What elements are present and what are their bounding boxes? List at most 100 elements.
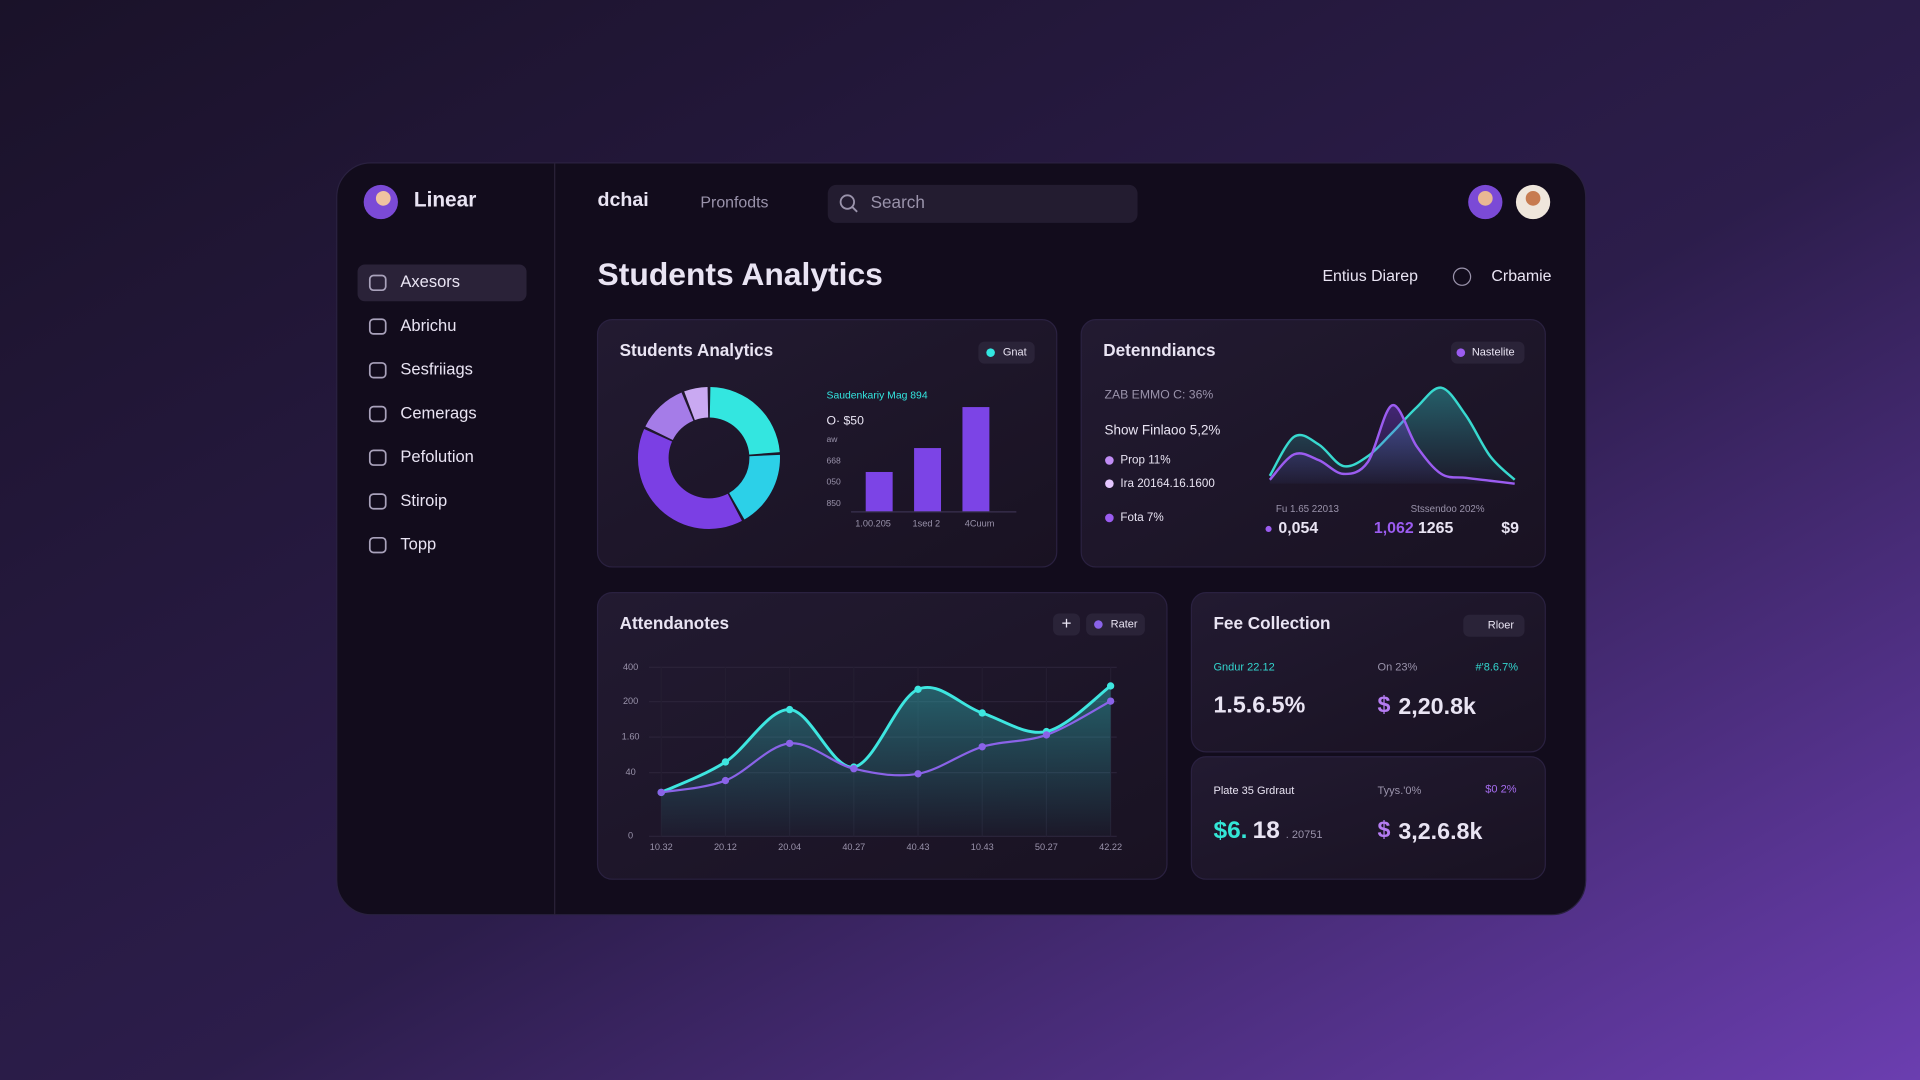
point [850, 765, 858, 773]
fee-label: $0 2% [1485, 784, 1516, 796]
nav-active[interactable] [357, 264, 527, 302]
line [661, 700, 1112, 794]
footer-value: $9 [1501, 520, 1519, 537]
page-action[interactable]: Crbamie [1491, 268, 1551, 285]
nav-label[interactable]: Axesors [400, 272, 460, 291]
donut-segment [684, 386, 709, 421]
point [785, 705, 794, 714]
donut-segment [637, 429, 742, 529]
page-action[interactable]: Entius Diarep [1322, 268, 1418, 285]
footer-value: 1265 [1418, 520, 1454, 537]
add-button-label[interactable]: + [1062, 613, 1072, 633]
fee-value: 2,20.8k [1398, 693, 1476, 719]
x-tick-label: 20.04 [778, 842, 801, 852]
y-tick-label: aw [827, 434, 839, 444]
stat-highlight: Show Finlaoo 5,2% [1104, 423, 1220, 438]
point [785, 739, 794, 748]
bar [914, 448, 942, 512]
header-link[interactable]: Pronfodts [700, 194, 768, 211]
card-title: Students Analytics [620, 340, 774, 360]
badge-text: Nastelite [1472, 347, 1515, 359]
fee-label: Plate 35 Grdraut [1213, 785, 1294, 797]
badge-text: Gnat [1003, 347, 1027, 359]
x-tick-label: 40.27 [842, 842, 865, 852]
x-tick-label: 50.27 [1035, 842, 1058, 852]
card-title: Fee Collection [1213, 613, 1330, 633]
nav-item[interactable]: Topp [368, 535, 436, 554]
card [1190, 756, 1546, 880]
donut-segment [709, 386, 780, 455]
nav-item[interactable]: Cemerags [368, 403, 477, 422]
badge-dot [986, 348, 995, 357]
legend-label: Fota 7% [1120, 511, 1163, 524]
y-tick-label: 1.60 [622, 732, 640, 742]
search-icon [839, 194, 855, 210]
badge[interactable] [1451, 341, 1525, 364]
bar [865, 471, 893, 512]
user-avatar-face [1477, 191, 1493, 206]
nav-label[interactable]: Sesfriiags [400, 360, 473, 379]
point [978, 709, 986, 717]
search-icon [851, 206, 858, 213]
footer-label: Fu 1.65 22013 [1276, 504, 1340, 515]
footer-value: 1,062 [1374, 520, 1414, 537]
point [721, 758, 730, 766]
stat-line: ZAB EMMO C: 36% [1104, 388, 1213, 402]
user-avatar-face [1525, 191, 1541, 206]
search-box[interactable]: Search [827, 184, 1138, 223]
add-button[interactable] [1053, 613, 1080, 636]
legend-dot [1105, 456, 1114, 465]
badge-dot [1456, 348, 1466, 357]
legend-dot [1105, 479, 1114, 488]
nav-icon [368, 362, 387, 379]
fee-label: Gndur 22.12 [1213, 661, 1274, 673]
card-title: Detenndiancs [1103, 340, 1215, 360]
fee-prefix: $6. [1213, 817, 1247, 844]
y-tick-label: 400 [623, 662, 638, 672]
fee-label: Tyys.'0% [1378, 785, 1422, 797]
currency-symbol: $ [1378, 692, 1391, 718]
nav-item[interactable]: Pefolution [368, 447, 474, 466]
nav-item[interactable]: Axesors [357, 264, 527, 302]
area-fill [661, 685, 1111, 837]
line [660, 684, 1112, 794]
logo[interactable]: dchai [598, 189, 649, 211]
badge[interactable] [978, 341, 1035, 364]
nav-item[interactable]: Stiroip [368, 491, 447, 510]
x-tick-label: 10.32 [650, 842, 673, 852]
footer-dot [1265, 525, 1272, 533]
search-field[interactable] [827, 184, 1138, 223]
nav-label[interactable]: Cemerags [400, 403, 476, 422]
bar [962, 407, 990, 512]
badge[interactable] [1463, 614, 1525, 637]
nav-icon [368, 274, 387, 292]
fee-value: 18 [1253, 817, 1280, 844]
nav-label[interactable]: Abrichu [400, 316, 456, 335]
fee-suffix: . 20751 [1286, 829, 1323, 841]
y-tick-label: 40 [626, 767, 636, 777]
footer-value: 0,054 [1278, 520, 1318, 537]
point [978, 743, 986, 751]
x-tick-label: 10.43 [971, 842, 994, 852]
nav-label[interactable]: Stiroip [400, 491, 447, 510]
point [914, 770, 922, 778]
footer-label: Stssendoo 202% [1411, 504, 1485, 515]
badge[interactable] [1086, 613, 1145, 636]
nav-item[interactable]: Sesfriiags [368, 360, 473, 379]
point [657, 788, 665, 797]
fee-value: 3,2.6.8k [1398, 818, 1482, 844]
badge-text: Rater [1111, 618, 1138, 630]
x-tick-label: 1sed 2 [913, 519, 941, 529]
search-placeholder: Search [871, 192, 925, 212]
nav-item[interactable]: Abrichu [368, 316, 457, 335]
nav-label[interactable]: Topp [400, 535, 436, 554]
x-tick-label: 4Cuum [965, 519, 995, 529]
legend-label: Prop 11% [1120, 453, 1170, 466]
nav-label[interactable]: Pefolution [400, 447, 473, 466]
x-tick-label: 1.00.205 [855, 519, 891, 529]
y-tick-label: 200 [623, 696, 638, 706]
fee-label: #'8.6.7% [1476, 661, 1519, 673]
donut-segment [729, 454, 780, 520]
